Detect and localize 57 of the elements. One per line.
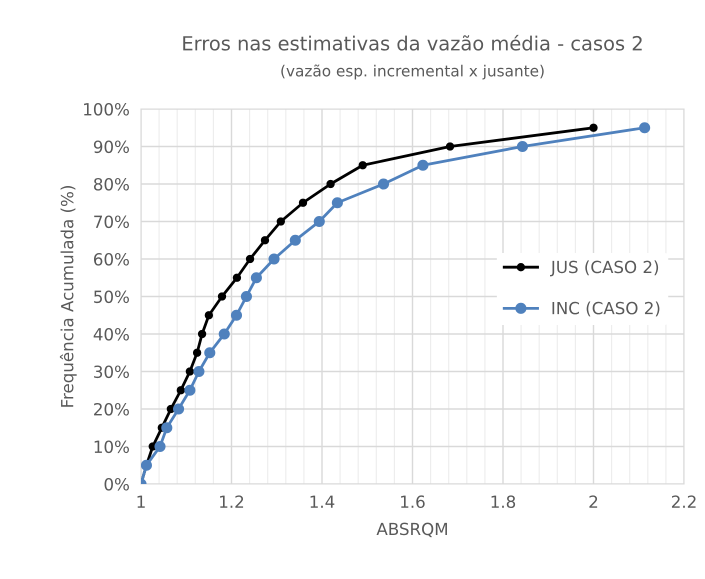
point xyxy=(326,180,335,188)
point xyxy=(378,178,390,190)
point xyxy=(250,272,262,284)
point xyxy=(218,328,230,340)
point xyxy=(417,160,428,171)
point xyxy=(204,347,216,358)
point xyxy=(246,254,254,264)
point xyxy=(218,292,226,301)
point xyxy=(358,161,367,170)
y-axis-title: Frequência Acumulada (%) xyxy=(60,186,77,407)
point xyxy=(516,140,528,152)
x-tick-label: 1.6 xyxy=(401,495,425,508)
point xyxy=(298,198,308,207)
x-tick-label: 1.2 xyxy=(220,495,244,508)
point xyxy=(290,234,301,246)
legend-label: JUS (CASO 2) xyxy=(550,260,658,276)
y-tick-label: 80% xyxy=(94,178,129,191)
x-tick-label: 2 xyxy=(589,495,598,508)
x-tick-label: 1.4 xyxy=(310,496,334,508)
y-tick-label: 100% xyxy=(84,102,129,116)
point xyxy=(193,366,204,378)
y-tick-label: 70% xyxy=(94,215,129,228)
point xyxy=(184,384,196,396)
point xyxy=(240,290,252,302)
point xyxy=(314,216,325,228)
point xyxy=(268,253,280,265)
point xyxy=(232,274,242,282)
point xyxy=(154,440,166,452)
y-tick-label: 30% xyxy=(94,365,129,378)
point xyxy=(332,197,343,208)
point xyxy=(446,142,454,151)
y-tick-label: 90% xyxy=(94,140,129,154)
point xyxy=(186,367,194,376)
x-tick-label: 1.8 xyxy=(492,495,516,508)
point xyxy=(192,348,202,357)
x-axis-title: ABSRQM xyxy=(376,522,447,538)
y-tick-label: 60% xyxy=(94,252,129,266)
y-tick-label: 20% xyxy=(94,402,129,416)
x-tick-label: 2.2 xyxy=(672,495,696,508)
point xyxy=(260,236,270,244)
y-tick-label: 40% xyxy=(94,328,129,341)
chart-title: Erros nas estimativas da vazão média - casos 2 xyxy=(183,34,642,51)
point xyxy=(204,311,214,320)
point xyxy=(176,386,185,394)
x-tick-label: 1 xyxy=(138,496,145,508)
point xyxy=(230,310,242,321)
y-tick-label: 0% xyxy=(104,478,129,491)
point xyxy=(173,403,184,415)
point xyxy=(589,124,598,132)
chart-subtitle: (vazão esp. incremental x jusante) xyxy=(281,64,544,80)
legend-label: INC (CASO 2) xyxy=(552,302,660,316)
point xyxy=(161,422,172,434)
point xyxy=(639,122,650,134)
y-tick-label: 50% xyxy=(94,290,129,304)
point xyxy=(198,330,206,338)
y-tick-label: 10% xyxy=(94,440,129,454)
point xyxy=(276,217,285,226)
